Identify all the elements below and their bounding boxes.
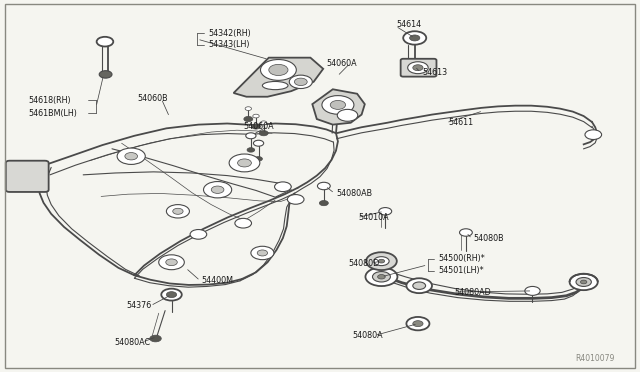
Polygon shape bbox=[312, 89, 365, 125]
Text: 54080AD: 54080AD bbox=[454, 288, 491, 296]
Circle shape bbox=[366, 252, 397, 270]
FancyBboxPatch shape bbox=[6, 161, 49, 192]
Circle shape bbox=[252, 124, 260, 129]
Circle shape bbox=[365, 267, 397, 286]
Text: 54080A: 54080A bbox=[352, 331, 383, 340]
Circle shape bbox=[173, 208, 183, 214]
Circle shape bbox=[580, 280, 587, 284]
Circle shape bbox=[260, 60, 296, 80]
Text: 54080D: 54080D bbox=[349, 259, 380, 267]
Circle shape bbox=[211, 186, 224, 193]
Circle shape bbox=[406, 317, 429, 330]
Circle shape bbox=[255, 157, 262, 161]
Circle shape bbox=[251, 246, 274, 260]
Text: 54618(RH): 54618(RH) bbox=[29, 96, 72, 105]
Text: 54611: 54611 bbox=[448, 118, 473, 127]
Circle shape bbox=[322, 96, 354, 114]
Circle shape bbox=[97, 37, 113, 46]
Circle shape bbox=[406, 278, 432, 293]
Circle shape bbox=[235, 218, 252, 228]
Text: 54060A: 54060A bbox=[326, 59, 357, 68]
Text: 54060A: 54060A bbox=[243, 122, 274, 131]
Circle shape bbox=[403, 59, 423, 71]
Text: 54500(RH)*: 54500(RH)* bbox=[438, 254, 485, 263]
Text: R4010079: R4010079 bbox=[575, 354, 614, 363]
Circle shape bbox=[190, 230, 207, 239]
Circle shape bbox=[460, 229, 472, 236]
Text: 54613: 54613 bbox=[422, 68, 447, 77]
Text: 5461BM(LH): 5461BM(LH) bbox=[29, 109, 77, 118]
Circle shape bbox=[413, 321, 423, 327]
Circle shape bbox=[269, 64, 288, 76]
Circle shape bbox=[166, 259, 177, 266]
Circle shape bbox=[260, 121, 267, 125]
Circle shape bbox=[289, 75, 312, 89]
Text: 54614: 54614 bbox=[397, 20, 422, 29]
Circle shape bbox=[576, 278, 591, 286]
Circle shape bbox=[403, 31, 426, 45]
Text: 54342(RH): 54342(RH) bbox=[208, 29, 251, 38]
Circle shape bbox=[237, 159, 252, 167]
Circle shape bbox=[374, 257, 389, 266]
Circle shape bbox=[204, 182, 232, 198]
Circle shape bbox=[99, 71, 112, 78]
Circle shape bbox=[253, 114, 259, 118]
Text: 54400M: 54400M bbox=[202, 276, 234, 285]
Circle shape bbox=[150, 335, 161, 342]
Text: 54080AB: 54080AB bbox=[336, 189, 372, 198]
Circle shape bbox=[275, 182, 291, 192]
Circle shape bbox=[246, 133, 256, 139]
Circle shape bbox=[410, 35, 420, 41]
Circle shape bbox=[229, 154, 260, 172]
Text: 54343(LH): 54343(LH) bbox=[208, 40, 250, 49]
Ellipse shape bbox=[262, 81, 288, 90]
Circle shape bbox=[253, 140, 264, 146]
Text: 54501(LH)*: 54501(LH)* bbox=[438, 266, 484, 275]
Circle shape bbox=[287, 195, 304, 204]
Text: 54376: 54376 bbox=[127, 301, 152, 310]
Circle shape bbox=[413, 65, 423, 71]
Circle shape bbox=[408, 62, 428, 74]
Circle shape bbox=[245, 107, 252, 110]
Circle shape bbox=[247, 148, 255, 152]
Circle shape bbox=[259, 131, 268, 136]
Circle shape bbox=[525, 286, 540, 295]
Circle shape bbox=[294, 78, 307, 86]
Circle shape bbox=[166, 205, 189, 218]
Circle shape bbox=[257, 250, 268, 256]
Circle shape bbox=[379, 208, 392, 215]
Circle shape bbox=[337, 109, 358, 121]
Text: 54080AC: 54080AC bbox=[114, 338, 150, 347]
Circle shape bbox=[372, 272, 390, 282]
Circle shape bbox=[378, 275, 385, 279]
Circle shape bbox=[125, 153, 138, 160]
Circle shape bbox=[161, 289, 182, 301]
Polygon shape bbox=[234, 58, 323, 97]
Circle shape bbox=[317, 182, 330, 190]
Circle shape bbox=[244, 116, 253, 122]
Text: 54060B: 54060B bbox=[138, 94, 168, 103]
Circle shape bbox=[159, 255, 184, 270]
Circle shape bbox=[166, 292, 177, 298]
Circle shape bbox=[117, 148, 145, 164]
Circle shape bbox=[330, 100, 346, 109]
Circle shape bbox=[585, 130, 602, 140]
Circle shape bbox=[570, 274, 598, 290]
Text: 54010A: 54010A bbox=[358, 213, 389, 222]
Text: 54080B: 54080B bbox=[474, 234, 504, 243]
Circle shape bbox=[378, 259, 385, 263]
Circle shape bbox=[319, 201, 328, 206]
Circle shape bbox=[413, 282, 426, 289]
FancyBboxPatch shape bbox=[401, 59, 436, 77]
